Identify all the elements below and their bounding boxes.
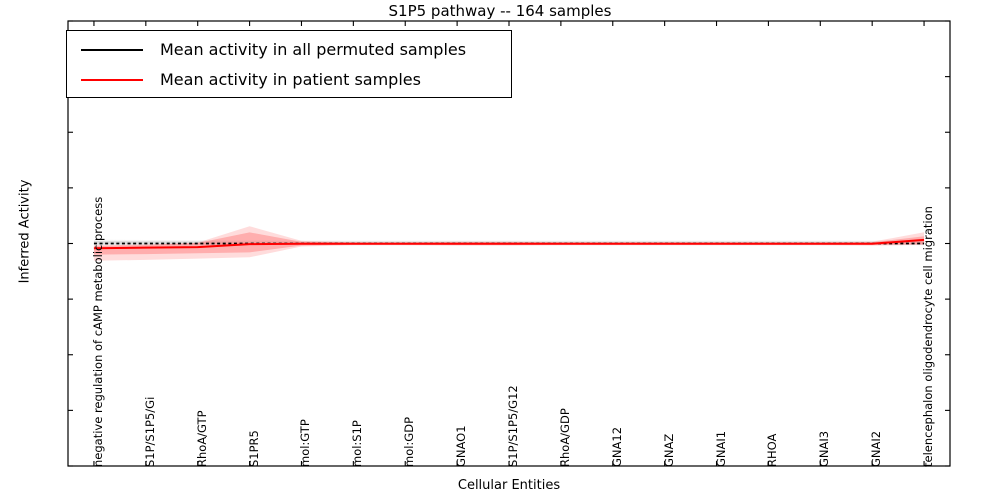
legend-item-patient: Mean activity in patient samples — [67, 65, 513, 95]
x-tick-label: negative regulation of cAMP metabolic pr… — [90, 196, 105, 467]
chart-title: S1P5 pathway -- 164 samples — [388, 2, 612, 20]
x-tick-label: S1PR5 — [246, 430, 261, 467]
legend-swatch-permuted — [81, 49, 143, 51]
x-tick-label: GNA12 — [609, 426, 624, 467]
x-tick-label: GNAI2 — [869, 430, 884, 467]
x-tick-label: telencephalon oligodendrocyte cell migra… — [921, 206, 936, 467]
x-tick-label: mol:GTP — [298, 419, 313, 467]
x-tick-label: S1P/S1P5/G12 — [506, 385, 520, 467]
x-tick-label: RhoA/GTP — [194, 410, 209, 467]
x-tick-label: mol:S1P — [350, 420, 365, 467]
x-tick-label: GNAO1 — [454, 425, 469, 467]
x-tick-label: RHOA — [765, 433, 780, 467]
legend: Mean activity in all permuted samples Me… — [66, 30, 512, 98]
x-axis-label: Cellular Entities — [457, 478, 561, 493]
legend-item-permuted: Mean activity in all permuted samples — [67, 35, 513, 65]
x-tick-label: mol:GDP — [402, 416, 417, 467]
x-tick-label: GNAI1 — [713, 430, 728, 467]
legend-label-patient: Mean activity in patient samples — [160, 70, 421, 89]
legend-swatch-patient — [81, 79, 143, 81]
x-tick-label: S1P/S1P5/Gi — [142, 396, 157, 467]
legend-label-permuted: Mean activity in all permuted samples — [160, 40, 467, 59]
x-tick-label: GNAI3 — [817, 430, 832, 467]
x-tick-label: GNAZ — [661, 433, 676, 467]
x-tick-label: RhoA/GDP — [557, 408, 572, 467]
series-line-1 — [93, 238, 925, 250]
